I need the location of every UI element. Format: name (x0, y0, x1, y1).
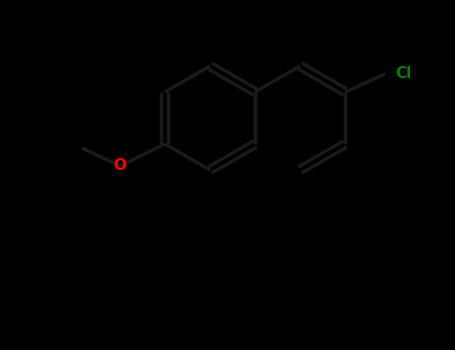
Text: Cl: Cl (395, 66, 411, 82)
Text: O: O (113, 159, 126, 174)
